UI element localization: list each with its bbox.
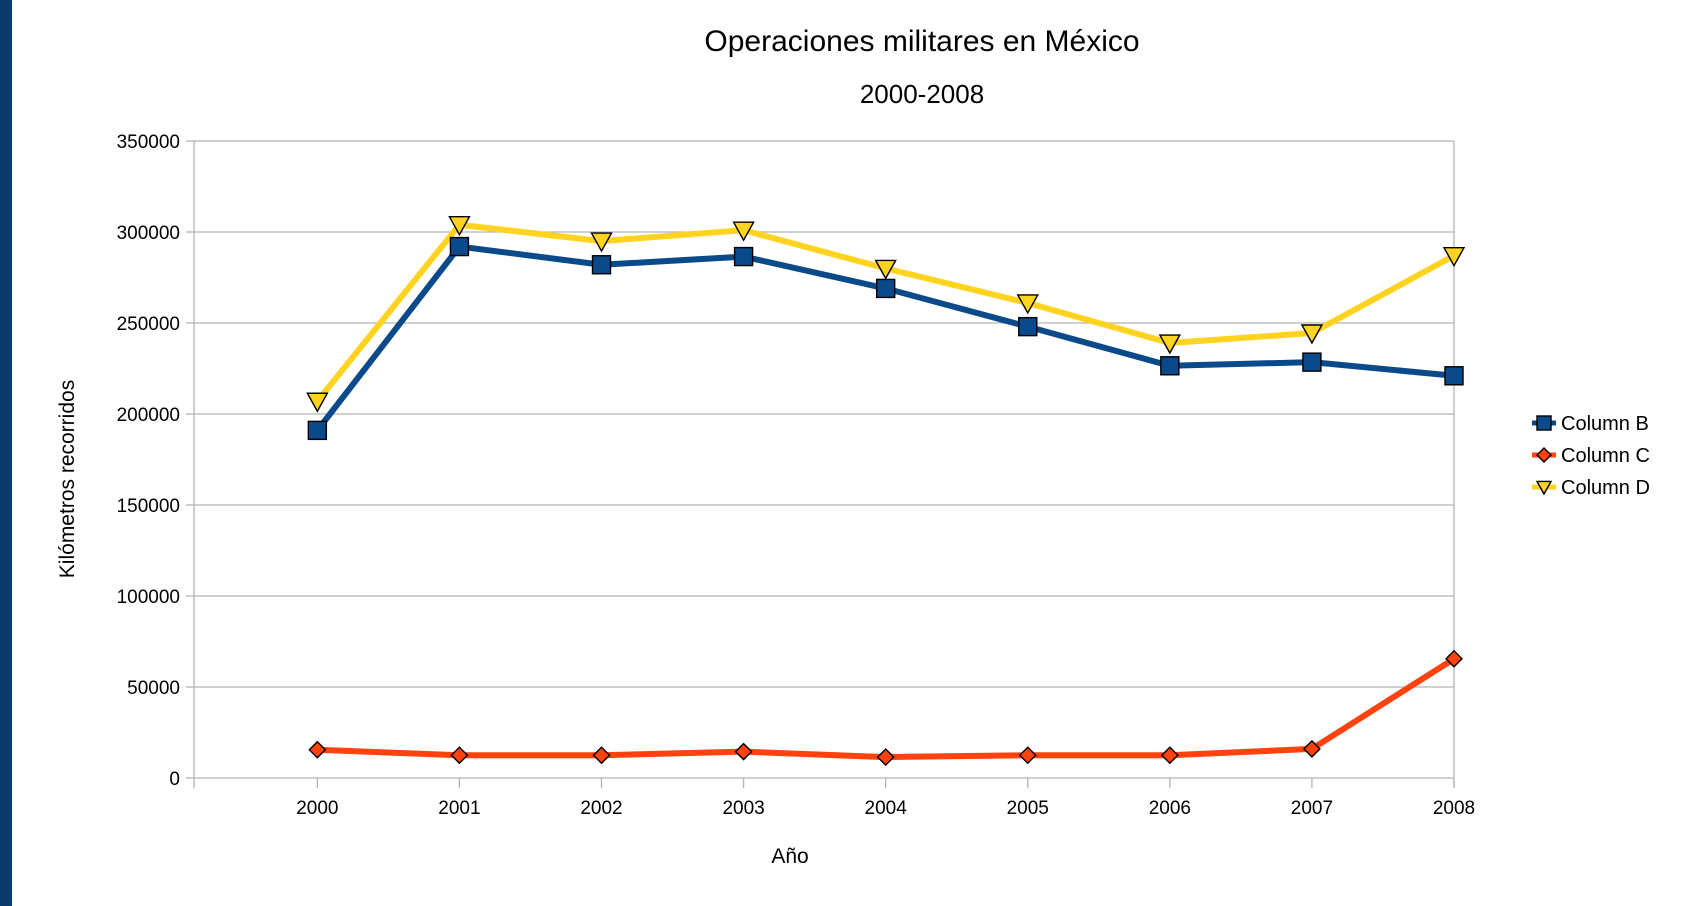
x-axis-label: Año: [771, 845, 808, 868]
series-column-b: [307, 236, 1464, 441]
x-tick-label: 2000: [296, 798, 338, 819]
data-point: [1444, 366, 1464, 386]
y-tick-label: 300000: [117, 223, 180, 244]
data-point: [450, 746, 469, 765]
data-point: [1016, 294, 1039, 315]
data-point: [1018, 746, 1037, 765]
x-tick-label: 2005: [1007, 798, 1049, 819]
legend-marker: [1536, 447, 1552, 463]
y-axis-label: Kilómetros recorridos: [56, 380, 79, 578]
x-tick-label: 2003: [722, 798, 764, 819]
line-chart: Operaciones militares en México 2000-200…: [56, 25, 1650, 868]
data-point: [307, 420, 328, 441]
chart-title: Operaciones militares en México: [704, 25, 1139, 58]
data-point: [308, 740, 327, 759]
chart-subtitle: 2000-2008: [860, 79, 984, 109]
legend-item: Column D: [1532, 477, 1650, 499]
x-tick-label: 2001: [438, 798, 480, 819]
legend-item: Column C: [1532, 445, 1650, 467]
data-point: [876, 748, 895, 767]
data-point: [1158, 334, 1182, 355]
data-point: [306, 392, 329, 413]
data-point: [1018, 316, 1038, 337]
y-tick-label: 200000: [117, 405, 180, 426]
legend-label: Column D: [1561, 477, 1650, 499]
data-point: [732, 221, 755, 242]
y-tick-label: 100000: [117, 587, 180, 608]
series-line: [317, 656, 1456, 761]
series-column-c: [308, 649, 1463, 767]
y-tick-label: 150000: [117, 496, 180, 517]
x-tick-label: 2007: [1291, 798, 1333, 819]
x-tick-label: 2008: [1433, 798, 1475, 819]
data-point: [1442, 246, 1466, 268]
data-point: [1300, 324, 1324, 345]
y-tick-label: 350000: [117, 132, 180, 153]
chart-frame: Operaciones militares en México 2000-200…: [12, 0, 1686, 906]
x-tick-label: 2002: [580, 798, 622, 819]
x-tick-label: 2006: [1149, 798, 1191, 819]
data-point: [448, 216, 471, 237]
y-tick-label: 250000: [117, 314, 180, 335]
data-point: [875, 278, 896, 299]
legend-item: Column B: [1532, 413, 1649, 435]
data-point: [1160, 356, 1180, 376]
legend-label: Column B: [1561, 413, 1649, 435]
grid-lines: [193, 140, 1455, 788]
data-point: [592, 746, 611, 765]
x-tick-label: 2004: [865, 798, 908, 819]
series-group: [306, 216, 1466, 767]
series-column-d: [306, 216, 1466, 413]
legend-marker: [1536, 415, 1552, 431]
data-point: [449, 236, 470, 257]
data-point: [1302, 352, 1322, 372]
y-tick-label: 50000: [127, 678, 180, 699]
y-tick-label: 0: [169, 769, 180, 790]
legend-marker: [1535, 480, 1553, 496]
data-point: [733, 246, 754, 267]
data-point: [591, 255, 612, 275]
data-point: [874, 259, 897, 280]
y-axis-ticks: 0 50000 100000 150000 200000 250000 300000 3500…: [117, 132, 194, 790]
legend-label: Column C: [1561, 445, 1650, 467]
data-point: [1160, 746, 1179, 765]
data-point: [590, 232, 613, 253]
x-axis-ticks: 2000 2001 2002 2003 2004 2005 2006 2007 2008: [296, 778, 1475, 819]
data-point: [1302, 739, 1321, 758]
data-point: [734, 742, 753, 761]
legend: Column B Column C Column D: [1532, 413, 1650, 499]
data-point: [1445, 649, 1463, 668]
